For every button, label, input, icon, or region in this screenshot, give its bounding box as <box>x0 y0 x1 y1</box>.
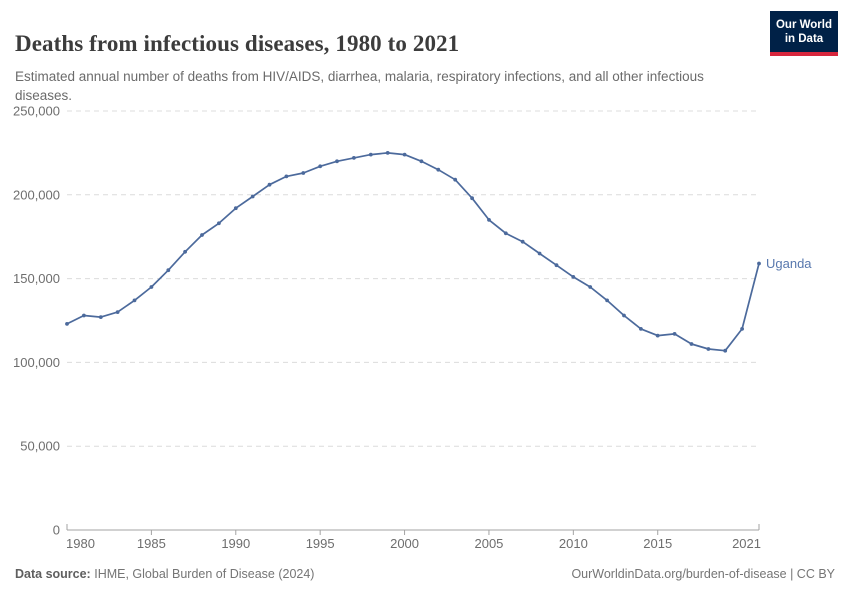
owid-logo-line2: in Data <box>784 33 824 46</box>
y-tick-label: 0 <box>53 523 60 538</box>
owid-logo-text: Our World in Data <box>770 11 838 52</box>
owid-logo-line1: Our World <box>775 19 832 31</box>
owid-url-license-link[interactable]: OurWorldinData.org/burden-of-disease | C… <box>571 567 835 581</box>
data-source-value: IHME, Global Burden of Disease (2024) <box>94 567 315 581</box>
uganda-series-markers <box>65 151 761 353</box>
x-tick-label: 2015 <box>643 536 672 551</box>
entity-label-uganda[interactable]: Uganda <box>766 256 812 271</box>
y-axis-tick-labels: 0 50,000 100,000 150,000 200,000 250,000 <box>13 104 60 538</box>
owid-logo[interactable]: Our World in Data <box>770 11 838 56</box>
uganda-series-line[interactable] <box>66 152 760 352</box>
x-tick-label: 1985 <box>137 536 166 551</box>
x-axis-tick-labels: 1980 1985 1990 1995 2000 2005 2010 2015 2021 <box>66 536 761 551</box>
data-source-note: Data source: IHME, Global Burden of Dise… <box>15 567 314 581</box>
data-source-label: Data source: <box>15 567 91 581</box>
x-tick-label: 1995 <box>306 536 335 551</box>
y-tick-label: 50,000 <box>20 439 60 454</box>
chart-footer: Data source: IHME, Global Burden of Dise… <box>0 567 850 581</box>
chart-title: Deaths from infectious diseases, 1980 to… <box>15 31 460 57</box>
y-gridlines <box>67 110 759 447</box>
x-tick-label: 1990 <box>221 536 250 551</box>
x-tick-label: 2010 <box>559 536 588 551</box>
owid-logo-red-bar <box>770 51 838 56</box>
x-tick-label: 2021 <box>732 536 761 551</box>
y-tick-label: 100,000 <box>13 355 60 370</box>
chart-subtitle: Estimated annual number of deaths from H… <box>15 68 704 104</box>
x-tick-label: 1980 <box>66 536 95 551</box>
x-tick-label: 2000 <box>390 536 419 551</box>
x-axis <box>66 524 760 535</box>
y-tick-label: 200,000 <box>13 187 60 202</box>
y-tick-label: 250,000 <box>13 104 60 119</box>
y-tick-label: 150,000 <box>13 271 60 286</box>
x-tick-label: 2005 <box>474 536 503 551</box>
